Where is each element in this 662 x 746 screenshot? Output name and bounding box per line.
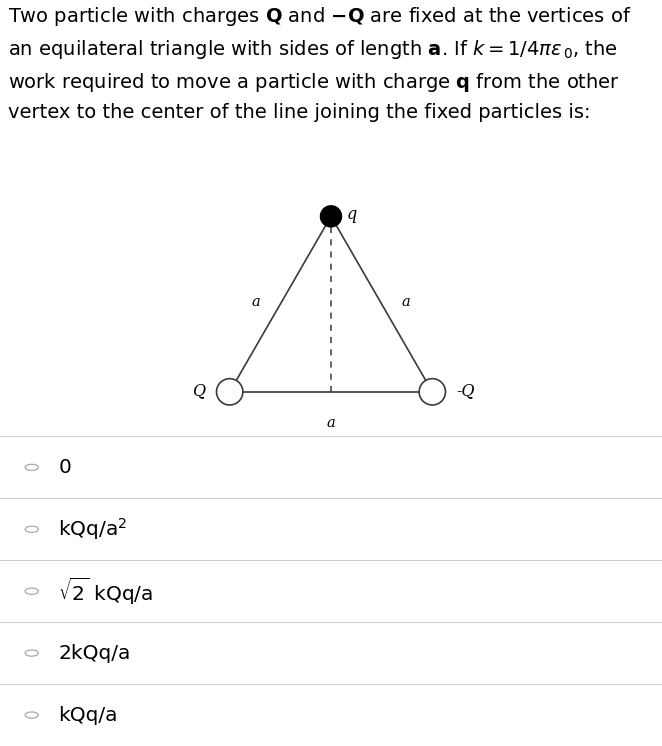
Text: Two particle with charges $\mathbf{Q}$ and $\mathbf{-Q}$ are fixed at the vertic: Two particle with charges $\mathbf{Q}$ a… xyxy=(8,4,632,122)
Circle shape xyxy=(419,379,446,405)
Text: -Q: -Q xyxy=(457,382,475,399)
Text: a: a xyxy=(252,295,260,309)
Text: a: a xyxy=(326,416,336,430)
Text: q: q xyxy=(346,206,356,223)
Text: Q: Q xyxy=(192,382,205,399)
Text: $\sqrt{2}$ kQq/a: $\sqrt{2}$ kQq/a xyxy=(58,576,154,606)
Text: 2kQq/a: 2kQq/a xyxy=(58,644,130,662)
Text: 0: 0 xyxy=(58,458,71,477)
Circle shape xyxy=(216,379,243,405)
Circle shape xyxy=(320,206,342,227)
Text: kQq/a$^2$: kQq/a$^2$ xyxy=(58,516,127,542)
Text: a: a xyxy=(402,295,410,309)
Text: kQq/a: kQq/a xyxy=(58,706,118,724)
